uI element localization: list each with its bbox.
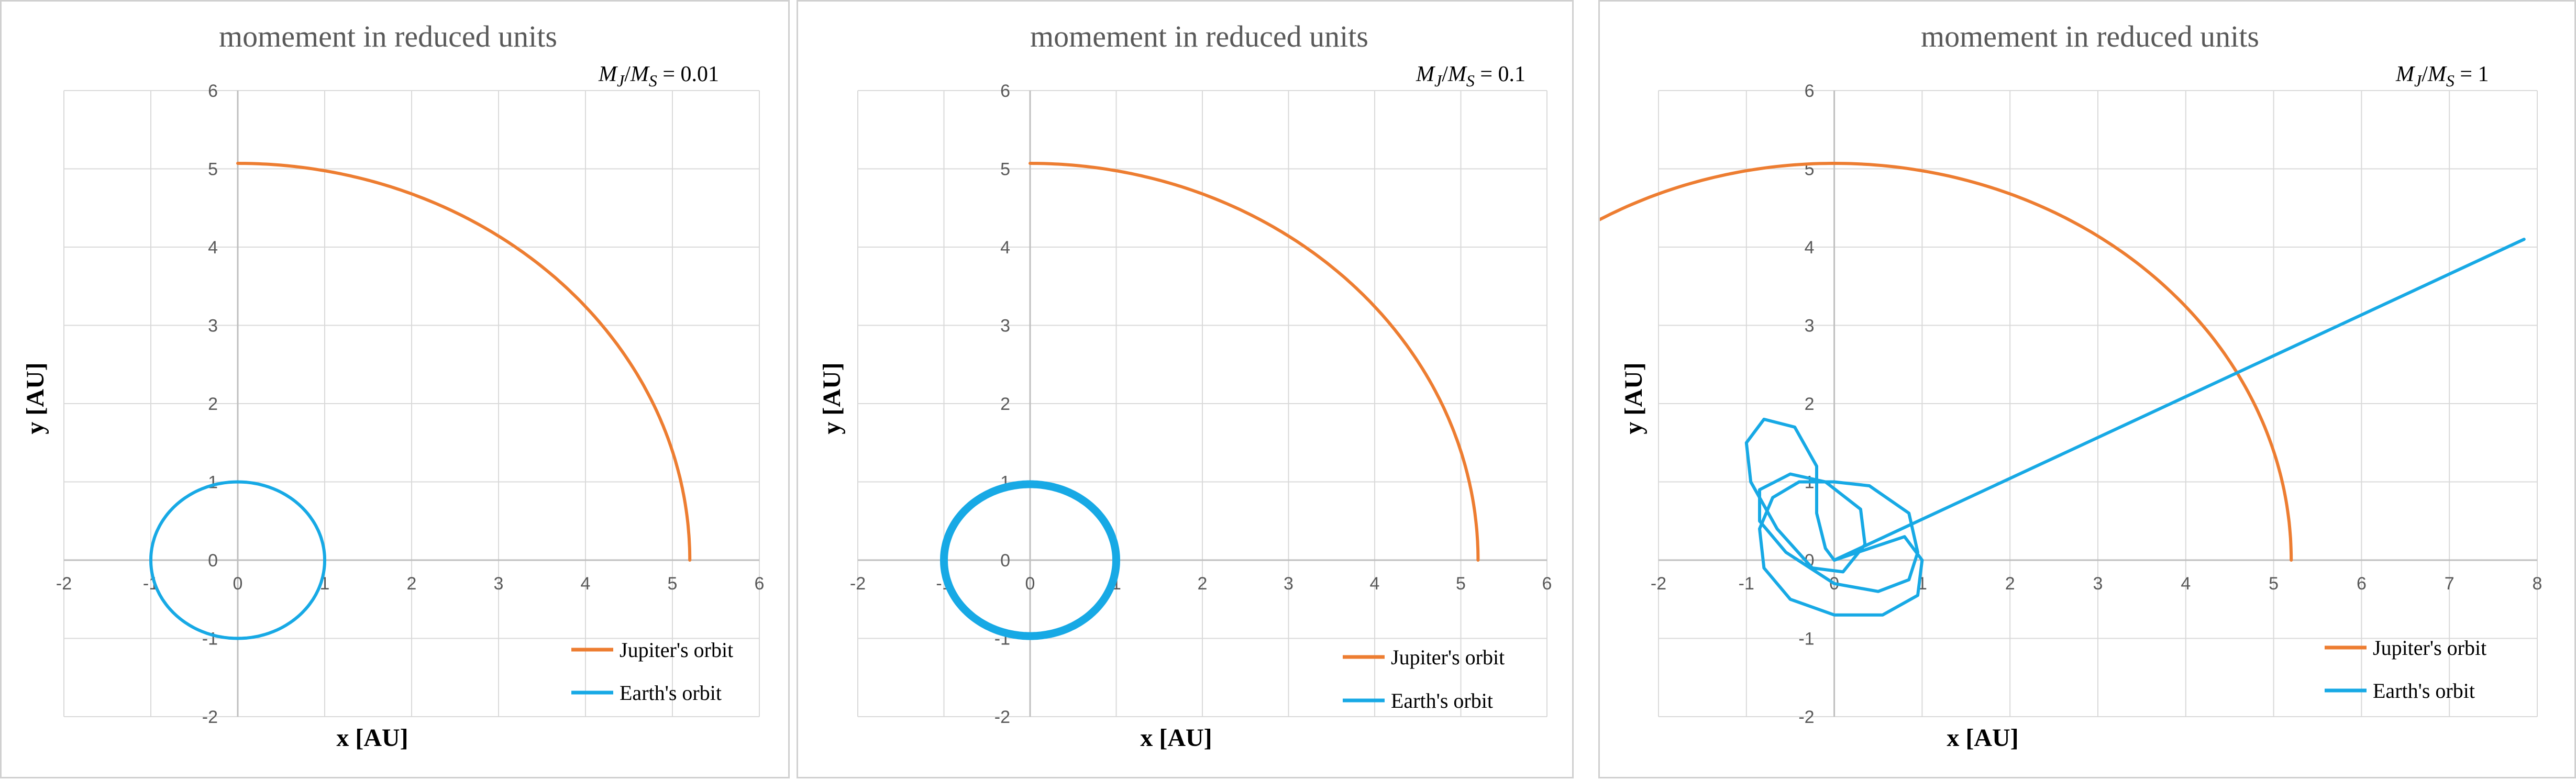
chart-2-series-1-line [1029, 162, 1480, 562]
chart-2-annotation-part: = 0.1 [1475, 62, 1525, 86]
chart-1-legend-label: Earth's orbit [620, 681, 722, 705]
chart-2-title: momement in reduced units [1030, 19, 1368, 53]
chart-2-y-tick-label: 4 [1000, 238, 1010, 258]
chart-3-y-tick-label: 4 [1805, 238, 1815, 258]
chart-3-annotation-part: / [2422, 62, 2428, 86]
chart-2-x-tick-label: 0 [1025, 574, 1035, 594]
chart-1-y-tick-label: -2 [202, 707, 218, 727]
chart-1-x-tick-label: 0 [233, 574, 243, 594]
chart-1-y-tick-label: 2 [208, 394, 218, 414]
chart-1-annotation-part: / [624, 62, 631, 86]
chart-1-x-tick-label: 3 [494, 574, 504, 594]
chart-2-annotation-part: J [1434, 71, 1443, 90]
chart-2-y-tick-label: 0 [1000, 551, 1010, 571]
chart-1-series-2-line [149, 480, 326, 640]
chart-2-series-2-line [940, 480, 1120, 640]
chart-3-x-tick-label: 5 [2269, 574, 2279, 594]
chart-3-legend-label: Earth's orbit [2373, 679, 2475, 703]
chart-3-x-tick-label: 2 [2005, 574, 2015, 594]
chart-1-series-1-line [236, 162, 692, 562]
chart-2-x-tick-label: 4 [1370, 574, 1380, 594]
chart-2-y-axis-label: y [AU] [818, 362, 846, 434]
chart-1-annotation-part: S [649, 71, 657, 90]
chart-1-y-tick-label: 6 [208, 81, 218, 101]
chart-1-y-tick-label: 4 [208, 238, 218, 258]
chart-3-y-axis-label: y [AU] [1620, 362, 1648, 434]
chart-3-x-tick-label: 6 [2357, 574, 2367, 594]
chart-3-legend-label: Jupiter's orbit [2373, 636, 2486, 660]
chart-1-legend-label: Jupiter's orbit [620, 638, 733, 662]
chart-2-y-tick-label: -2 [994, 707, 1010, 727]
chart-3-y-tick-label: 3 [1805, 316, 1815, 336]
chart-2-x-tick-label: 6 [1542, 574, 1552, 594]
chart-1-x-axis-label: x [AU] [336, 724, 408, 752]
chart-2-annotation-part: / [1442, 62, 1448, 86]
chart-2-y-tick-label: 3 [1000, 316, 1010, 336]
chart-3-annotation-part: = 1 [2455, 62, 2489, 86]
chart-2-y-tick-label: 5 [1000, 160, 1010, 180]
chart-1-x-tick-label: 2 [407, 574, 417, 594]
chart-2-y-tick-label: 6 [1000, 81, 1010, 101]
chart-3-mass-ratio-annotation: MJ/MS = 1 [2395, 62, 2489, 90]
chart-2-mass-ratio-annotation: MJ/MS = 0.1 [1416, 62, 1525, 90]
chart-2-annotation-part: M [1416, 62, 1435, 86]
chart-1-mass-ratio-annotation: MJ/MS = 0.01 [598, 62, 719, 90]
chart-panel-2: -2 -1 0 1 2 3 4 5 6 -2 -1 0 1 2 3 4 5 6 momement in reduce… [797, 0, 1574, 778]
chart-2-x-tick-label: -2 [850, 574, 866, 594]
chart-3-y-tick-label: 2 [1805, 394, 1815, 414]
chart-3-annotation-part: M [2395, 62, 2415, 86]
chart-3-x-tick-label: 3 [2093, 574, 2103, 594]
chart-2-annotation-part: S [1466, 71, 1475, 90]
chart-1-x-tick-label: 6 [755, 574, 765, 594]
chart-3-x-tick-label: 8 [2533, 574, 2542, 594]
chart-1-y-tick-label: 3 [208, 316, 218, 336]
chart-3-title: momement in reduced units [1921, 19, 2259, 53]
chart-2-x-axis-label: x [AU] [1140, 724, 1212, 752]
chart-3-x-tick-label: -1 [1739, 574, 1754, 594]
chart-1-annotation-part: M [598, 62, 618, 86]
chart-3-annotation-part: M [2427, 62, 2447, 86]
chart-3-y-tick-label: -1 [1798, 629, 1814, 649]
chart-1-x-tick-label: -2 [56, 574, 72, 594]
chart-1-annotation-part: = 0.01 [657, 62, 719, 86]
chart-1-title: momement in reduced units [219, 19, 557, 53]
chart-2-annotation-part: M [1447, 62, 1467, 86]
chart-2-y-tick-label: 2 [1000, 394, 1010, 414]
chart-1-y-axis-label: y [AU] [21, 362, 49, 434]
chart-3-x-tick-label: -2 [1651, 574, 1666, 594]
chart-1-annotation-part: J [617, 71, 625, 90]
chart-panel-1: -2 -1 0 1 2 3 4 5 6 -2 -1 0 1 2 3 4 5 6 momement in reduce… [0, 0, 790, 778]
chart-3-y-tick-label: -2 [1798, 707, 1814, 727]
chart-3-x-axis-label: x [AU] [1947, 724, 2018, 752]
chart-2-x-tick-label: 3 [1284, 574, 1293, 594]
chart-3-y-tick-label: 6 [1805, 81, 1815, 101]
chart-2-legend-label: Jupiter's orbit [1391, 645, 1505, 669]
chart-1-annotation-part: M [630, 62, 650, 86]
chart-3-annotation-part: J [2414, 71, 2423, 90]
chart-1-x-tick-label: 4 [581, 574, 591, 594]
chart-2-x-tick-label: 2 [1198, 574, 1208, 594]
chart-3-x-tick-label: 7 [2445, 574, 2455, 594]
chart-3-series-2-line [1744, 238, 2526, 617]
chart-1-y-tick-label: 0 [208, 551, 218, 571]
chart-1-y-tick-label: 1 [208, 473, 218, 493]
chart-1-y-tick-label: 5 [208, 160, 218, 180]
chart-3-annotation-part: S [2446, 71, 2455, 90]
chart-3-series-1-line [1600, 162, 2293, 562]
chart-1-x-tick-label: 5 [668, 574, 678, 594]
chart-panel-3: -2 -1 0 1 2 3 4 5 6 7 8 -2 -1 0 1 2 3 4 5 6 momement in redu… [1598, 0, 2576, 778]
chart-2-x-tick-label: 5 [1456, 574, 1466, 594]
chart-2-legend-label: Earth's orbit [1391, 689, 1493, 712]
chart-3-x-tick-label: 4 [2181, 574, 2191, 594]
